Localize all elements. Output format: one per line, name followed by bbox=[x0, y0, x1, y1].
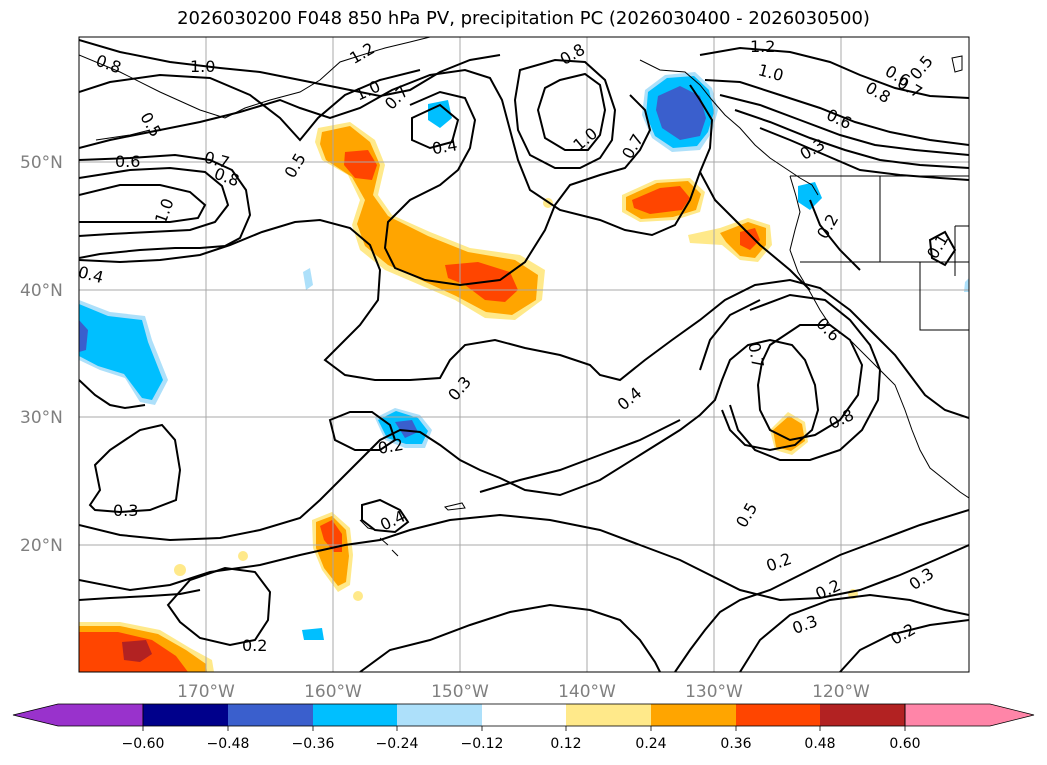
svg-text:0.3: 0.3 bbox=[790, 611, 820, 638]
colorbar-bin-4 bbox=[397, 704, 482, 726]
svg-text:0.8: 0.8 bbox=[862, 78, 894, 107]
svg-text:0.4: 0.4 bbox=[76, 262, 106, 287]
svg-text:0.5: 0.5 bbox=[136, 109, 165, 141]
svg-text:0.7: 0.7 bbox=[618, 131, 647, 163]
svg-text:1.2: 1.2 bbox=[346, 39, 378, 68]
lon-label-170w: 170°W bbox=[177, 682, 235, 702]
map-frame bbox=[78, 36, 970, 673]
svg-text:0.3: 0.3 bbox=[906, 564, 938, 594]
svg-text:0.4: 0.4 bbox=[614, 383, 646, 414]
svg-text:0.2: 0.2 bbox=[764, 549, 794, 576]
svg-text:1.0: 1.0 bbox=[190, 57, 215, 76]
longitude-labels: 170°W 160°W 150°W 140°W 130°W 120°W bbox=[177, 682, 870, 702]
pv-contour-cutoff bbox=[756, 324, 864, 442]
colorbar-tick-label: −0.48 bbox=[207, 736, 250, 752]
colorbar-bin-7 bbox=[651, 704, 736, 726]
colorbar-bin-3 bbox=[313, 704, 397, 726]
svg-text:0.6: 0.6 bbox=[115, 152, 140, 171]
svg-text:0.2: 0.2 bbox=[242, 636, 267, 655]
pv-contour-mid-2 bbox=[79, 379, 146, 410]
colorbar-tick-label: −0.60 bbox=[122, 736, 165, 752]
colorbar-bin-8 bbox=[736, 704, 820, 726]
svg-text:0.8: 0.8 bbox=[826, 405, 857, 433]
colorbar-tick-label: 0.24 bbox=[635, 736, 666, 752]
svg-text:0.2: 0.2 bbox=[813, 211, 842, 243]
pv-contour-anticyclone bbox=[79, 166, 230, 237]
svg-text:0.4: 0.4 bbox=[430, 135, 458, 158]
colorbar-tick-label: 0.60 bbox=[889, 736, 920, 752]
colorbar-bin-1 bbox=[143, 704, 228, 726]
precip-shading-positive bbox=[79, 122, 858, 672]
pv-contour-broad-03 bbox=[88, 423, 182, 514]
colorbar-extend-low bbox=[12, 703, 144, 727]
pv-contours bbox=[79, 39, 969, 672]
svg-text:0.7: 0.7 bbox=[381, 82, 412, 113]
colorbar-tick-label: −0.36 bbox=[292, 736, 335, 752]
svg-text:0.7: 0.7 bbox=[744, 341, 767, 369]
lon-label-150w: 150°W bbox=[431, 682, 489, 702]
lat-label-40: 40°N bbox=[20, 281, 63, 301]
svg-text:0.3: 0.3 bbox=[113, 501, 138, 520]
colorbar-tick-label: 0.12 bbox=[550, 736, 581, 752]
svg-text:1.0: 1.0 bbox=[756, 60, 786, 85]
latitude-labels: 50°N 40°N 30°N 20°N bbox=[20, 153, 63, 556]
coastline-alaska bbox=[79, 37, 431, 119]
colorbar: −0.60 −0.48 −0.36 −0.24 −0.12 0.12 0.24 … bbox=[12, 703, 1035, 752]
pv-contour-trough bbox=[383, 90, 652, 287]
svg-text:0.2: 0.2 bbox=[887, 619, 919, 648]
lon-label-120w: 120°W bbox=[812, 682, 870, 702]
pv-contour-mid-1 bbox=[79, 218, 969, 419]
lon-label-140w: 140°W bbox=[558, 682, 616, 702]
pv-contour-south-3 bbox=[359, 603, 661, 672]
svg-text:1.2: 1.2 bbox=[750, 37, 775, 56]
svg-text:0.8: 0.8 bbox=[93, 51, 123, 78]
colorbar-bin-6 bbox=[566, 704, 651, 726]
colorbar-bin-9 bbox=[820, 704, 905, 726]
colorbar-extend-high bbox=[904, 703, 1035, 727]
colorbar-bin-2 bbox=[228, 704, 313, 726]
colorbar-tick-label: 0.48 bbox=[804, 736, 835, 752]
svg-text:0.2: 0.2 bbox=[376, 435, 404, 458]
graticule bbox=[79, 37, 969, 672]
colorbar-tick-label: −0.24 bbox=[376, 736, 419, 752]
svg-text:0.6: 0.6 bbox=[824, 105, 855, 133]
svg-text:0.6: 0.6 bbox=[812, 314, 843, 345]
border-states bbox=[800, 176, 969, 331]
lon-label-130w: 130°W bbox=[685, 682, 743, 702]
pv-contour-south-2 bbox=[79, 513, 969, 602]
lat-label-20: 20°N bbox=[20, 536, 63, 556]
svg-text:0.5: 0.5 bbox=[732, 499, 761, 531]
svg-text:0.8: 0.8 bbox=[212, 164, 242, 191]
lon-label-160w: 160°W bbox=[304, 682, 362, 702]
pv-contour-ne-1 bbox=[699, 46, 969, 99]
svg-text:0.5: 0.5 bbox=[281, 150, 310, 182]
colorbar-tick-label: −0.12 bbox=[461, 736, 504, 752]
pv-contour-south-1 bbox=[79, 589, 201, 601]
svg-text:0.3: 0.3 bbox=[797, 135, 829, 164]
lat-label-50: 50°N bbox=[20, 153, 63, 173]
colorbar-tick-label: 0.36 bbox=[720, 736, 751, 752]
pv-contour-north-1 bbox=[79, 39, 501, 98]
svg-text:0.8: 0.8 bbox=[557, 40, 589, 69]
precip-area-red-1 bbox=[344, 150, 377, 180]
lat-label-30: 30°N bbox=[20, 408, 63, 428]
svg-text:0.3: 0.3 bbox=[444, 373, 475, 405]
colorbar-bin-5 bbox=[482, 704, 566, 726]
map-title: 2026030200 F048 850 hPa PV, precipitatio… bbox=[177, 8, 870, 29]
pv-contour-subtropic bbox=[79, 338, 820, 542]
coastline-panhandle bbox=[639, 59, 819, 196]
pv-contour-north-2 bbox=[79, 68, 714, 237]
